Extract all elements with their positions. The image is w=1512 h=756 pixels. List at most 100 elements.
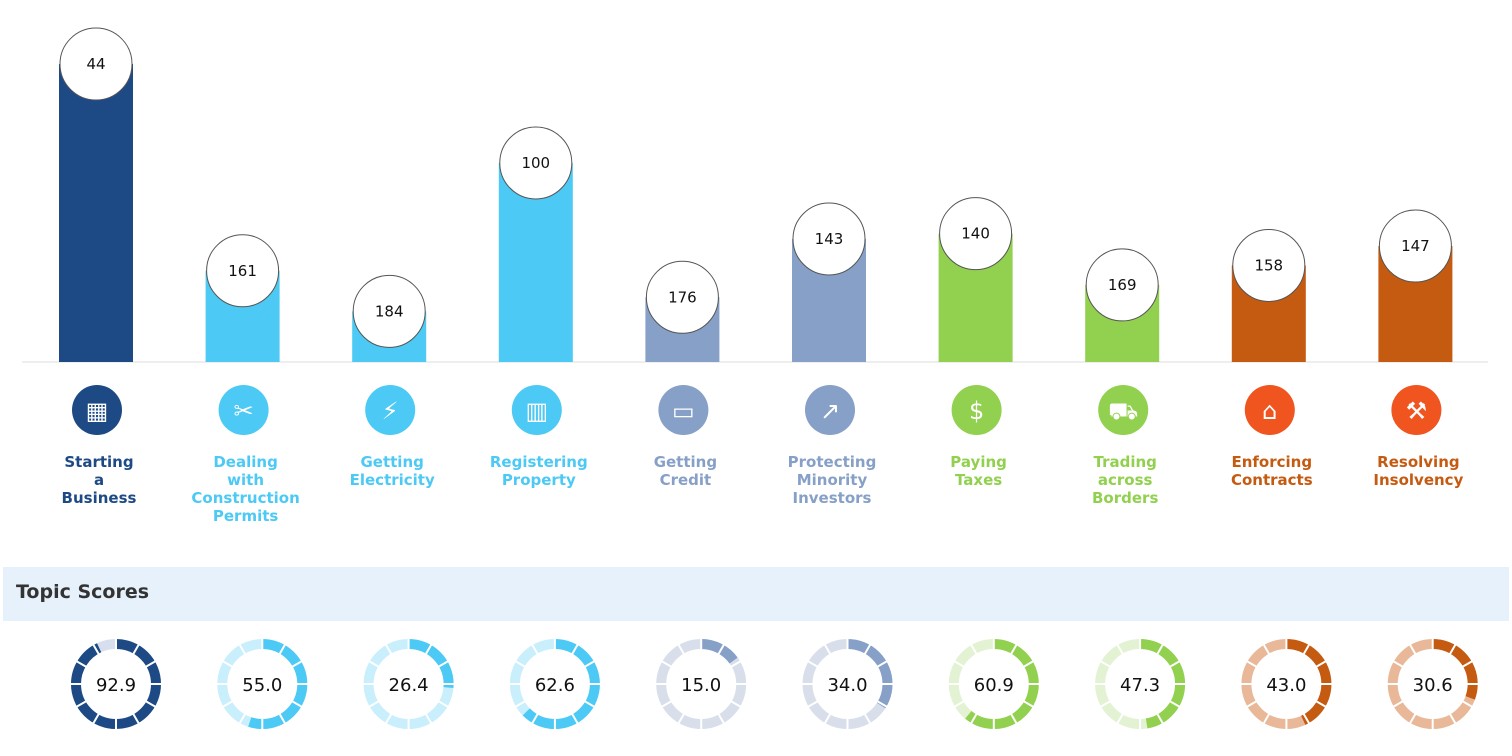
icon-circle bbox=[1391, 385, 1442, 435]
category-label-4: Registering Property bbox=[489, 453, 588, 489]
score-label: 34.0 bbox=[827, 675, 867, 696]
icon-circle bbox=[805, 385, 855, 435]
category-label-9: Enforcing Contracts bbox=[1230, 453, 1313, 489]
donut-segment-gap bbox=[531, 643, 539, 656]
donut-segment-gap bbox=[876, 700, 888, 708]
donut-segment-gap bbox=[75, 700, 88, 708]
donut-segment-gap bbox=[1315, 660, 1327, 668]
bubble-circle bbox=[499, 126, 573, 200]
bar-1 bbox=[59, 64, 133, 362]
value-bubble-9: 158 bbox=[1232, 228, 1306, 302]
topic-scores-title: Topic Scores bbox=[16, 581, 150, 603]
trend-up-icon: ↗ bbox=[805, 385, 855, 435]
donut-segment-gap bbox=[1392, 660, 1404, 668]
bubble-circle bbox=[939, 197, 1013, 271]
donut-segment-gap bbox=[132, 712, 140, 725]
category-label-2: Dealing with Construction Permits bbox=[191, 453, 300, 525]
donut-segment-gap bbox=[238, 643, 247, 656]
bubble-circle bbox=[59, 27, 133, 101]
value-label: 184 bbox=[375, 302, 404, 320]
donut-segment-gap bbox=[730, 660, 742, 668]
score-donut-1: 92.9 bbox=[70, 638, 162, 730]
donut-segment-gap bbox=[384, 643, 393, 656]
donut-segment-gap bbox=[424, 712, 433, 725]
category-label-7: Paying Taxes bbox=[950, 453, 1007, 489]
donut-segment-gap bbox=[92, 712, 100, 725]
donut-segment-gap bbox=[221, 700, 234, 708]
score-label: 62.6 bbox=[535, 675, 575, 696]
icon-glyph: ⌂ bbox=[1262, 397, 1277, 425]
donut-segment-gap bbox=[368, 700, 380, 708]
value-label: 169 bbox=[1108, 276, 1137, 294]
donut-segment-gap bbox=[1169, 660, 1181, 668]
bubble-circle bbox=[792, 202, 866, 276]
donut-segment-gap bbox=[1022, 700, 1035, 708]
donut-segment-gap bbox=[660, 660, 673, 668]
donut-segment-gap bbox=[953, 660, 965, 668]
donut-segment-gap bbox=[291, 660, 303, 668]
truck-icon: ⛟ bbox=[1098, 385, 1149, 435]
value-bubble-8: 169 bbox=[1085, 248, 1159, 322]
donut-segment-gap bbox=[571, 712, 579, 725]
icon-glyph: ⛟ bbox=[1108, 397, 1138, 425]
donut-segment-gap bbox=[1408, 712, 1417, 725]
category-label-8: Trading across Borders bbox=[1092, 453, 1159, 507]
donut-segment-gap bbox=[437, 700, 449, 708]
donut-segment-gap bbox=[823, 712, 832, 725]
category-label-6: Protecting Minority Investors bbox=[787, 453, 877, 507]
score-donut-4: 62.6 bbox=[508, 638, 601, 730]
category-label-5: Getting Credit bbox=[653, 453, 718, 489]
donut-segment-gap bbox=[1392, 700, 1404, 708]
donut-segment-gap bbox=[437, 660, 449, 668]
donut-segment-gap bbox=[717, 643, 726, 656]
score-label: 30.6 bbox=[1413, 675, 1453, 696]
donut-segment-gap bbox=[1302, 712, 1311, 725]
icon-circle bbox=[365, 385, 416, 435]
value-label: 140 bbox=[961, 225, 990, 243]
score-donut-9: 43.0 bbox=[1240, 638, 1333, 730]
donut-segment-gap bbox=[953, 700, 965, 708]
donut-segment-gap bbox=[807, 660, 819, 668]
score-label: 26.4 bbox=[389, 675, 429, 696]
donut-segment-gap bbox=[221, 660, 234, 668]
donut-segment-gap bbox=[1408, 643, 1417, 656]
donut-segment-gap bbox=[531, 712, 539, 725]
donut-segment-gap bbox=[1461, 700, 1474, 708]
score-label: 43.0 bbox=[1266, 675, 1306, 696]
donut-segment-gap bbox=[75, 660, 88, 668]
courthouse-icon: ⌂ bbox=[1244, 385, 1295, 435]
category-label-3: Getting Electricity bbox=[349, 453, 435, 489]
value-label: 161 bbox=[228, 262, 257, 280]
donut-segment-gap bbox=[863, 712, 872, 725]
value-bubble-6: 143 bbox=[792, 202, 866, 276]
category-label-1: Starting a Business bbox=[61, 453, 137, 507]
icon-glyph: ⚡ bbox=[382, 397, 399, 425]
donut-segment-gap bbox=[1246, 700, 1258, 708]
credit-card-icon: ▭ bbox=[658, 385, 709, 435]
icon-circle bbox=[218, 385, 269, 435]
donut-segment-gap bbox=[1246, 660, 1258, 668]
donut-segment-gap bbox=[583, 660, 596, 668]
donut-segment-gap bbox=[571, 643, 579, 656]
score-donut-2: 55.0 bbox=[216, 638, 309, 730]
icon-circle bbox=[1098, 385, 1149, 435]
icon-circle bbox=[511, 385, 562, 435]
donut-segment-gap bbox=[384, 712, 393, 725]
value-bubble-1: 44 bbox=[59, 27, 133, 101]
donut-segment-gap bbox=[1022, 660, 1035, 668]
donut-segment-gap bbox=[1156, 643, 1164, 656]
donut-segment-gap bbox=[1009, 643, 1018, 656]
donut-segment-gap bbox=[876, 660, 888, 668]
donut-segment-gap bbox=[1448, 712, 1457, 725]
donut-segment-gap bbox=[238, 712, 247, 725]
value-label: 100 bbox=[521, 154, 550, 172]
donut-segment-gap bbox=[424, 643, 433, 656]
donut-segment-gap bbox=[1448, 643, 1457, 656]
lightning-icon: ⚡ bbox=[365, 385, 416, 435]
value-bubble-10: 147 bbox=[1378, 209, 1452, 283]
donut-segment-gap bbox=[514, 700, 526, 708]
icon-circle bbox=[1244, 385, 1295, 435]
value-label: 158 bbox=[1254, 256, 1283, 274]
value-bubble-4: 100 bbox=[499, 126, 573, 200]
